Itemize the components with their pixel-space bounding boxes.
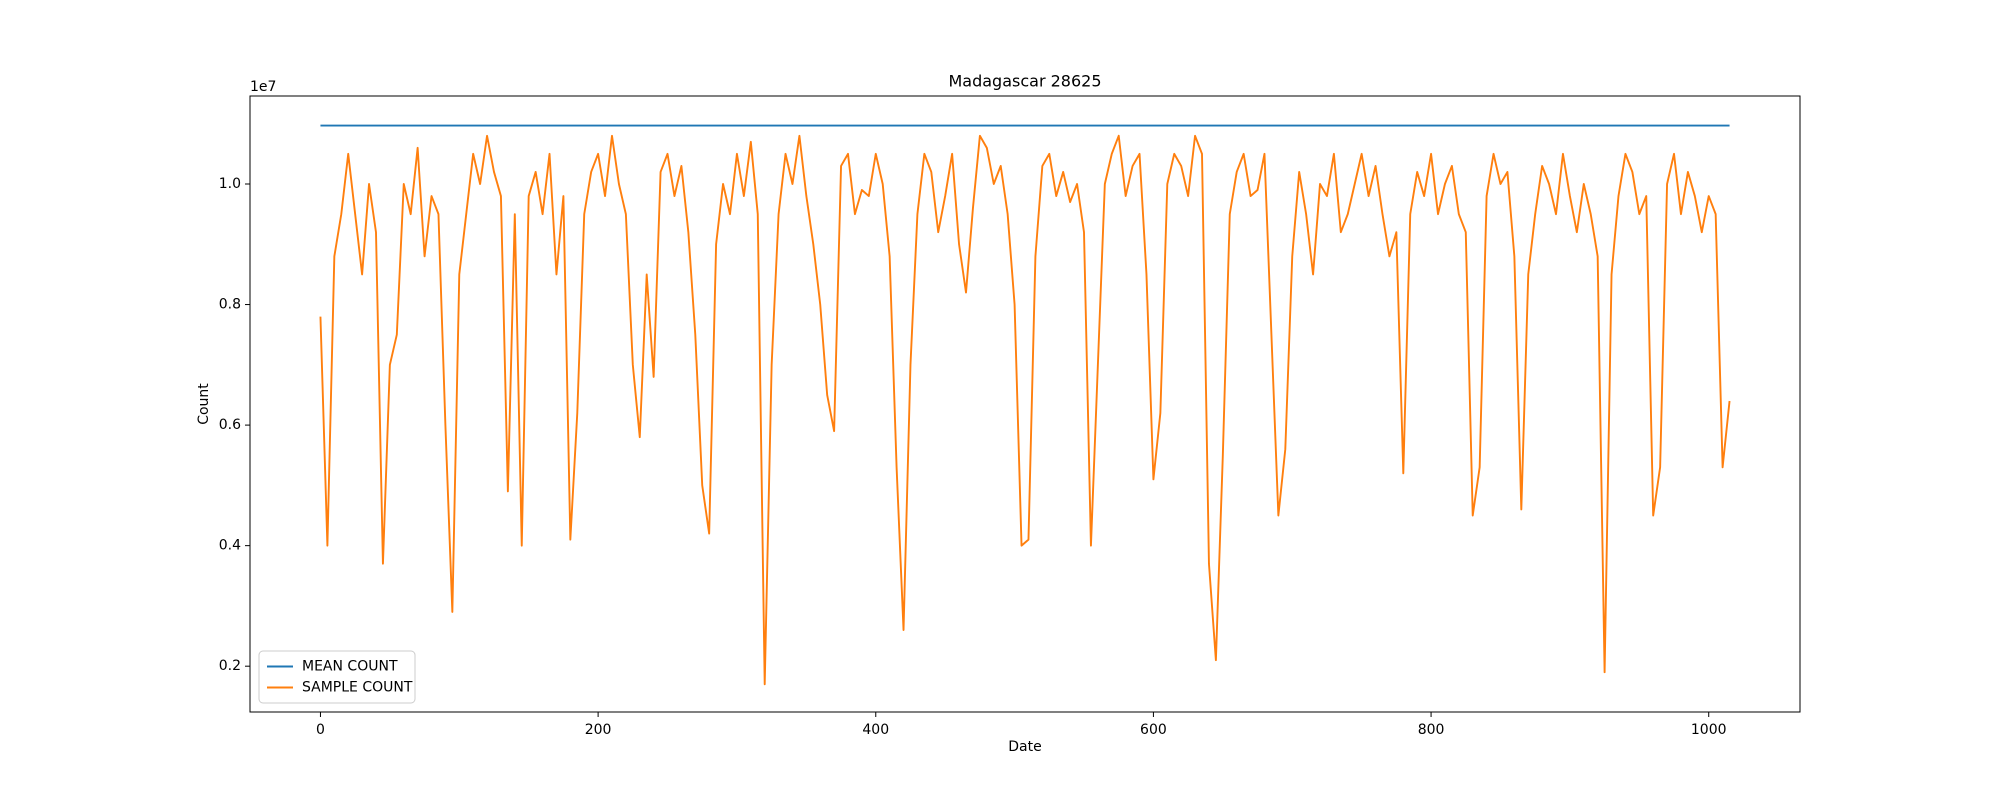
y-axis-label: Count	[196, 383, 212, 425]
x-tick-label: 800	[1418, 722, 1445, 738]
y-tick-label: 0.4	[219, 538, 241, 554]
legend-box	[258, 650, 416, 704]
x-tick-label: 200	[585, 722, 612, 738]
chart-title: Madagascar 28625	[948, 72, 1101, 91]
axes-frame	[249, 95, 1801, 713]
y-tick-label: 1.0	[219, 176, 241, 192]
legend-label: SAMPLE COUNT	[302, 680, 413, 696]
data-line	[319, 134, 1731, 686]
x-tick-label: 400	[862, 722, 889, 738]
x-tick-label: 0	[316, 722, 325, 738]
y-tick-label: 0.6	[219, 417, 241, 433]
x-axis-label: Date	[1008, 739, 1041, 755]
x-tick-label: 600	[1140, 722, 1167, 738]
x-tick-label: 1000	[1691, 722, 1727, 738]
y-offset-label: 1e7	[250, 79, 276, 95]
y-tick-label: 0.2	[219, 658, 241, 674]
y-tick-label: 0.8	[219, 297, 241, 313]
legend-label: MEAN COUNT	[302, 659, 398, 675]
